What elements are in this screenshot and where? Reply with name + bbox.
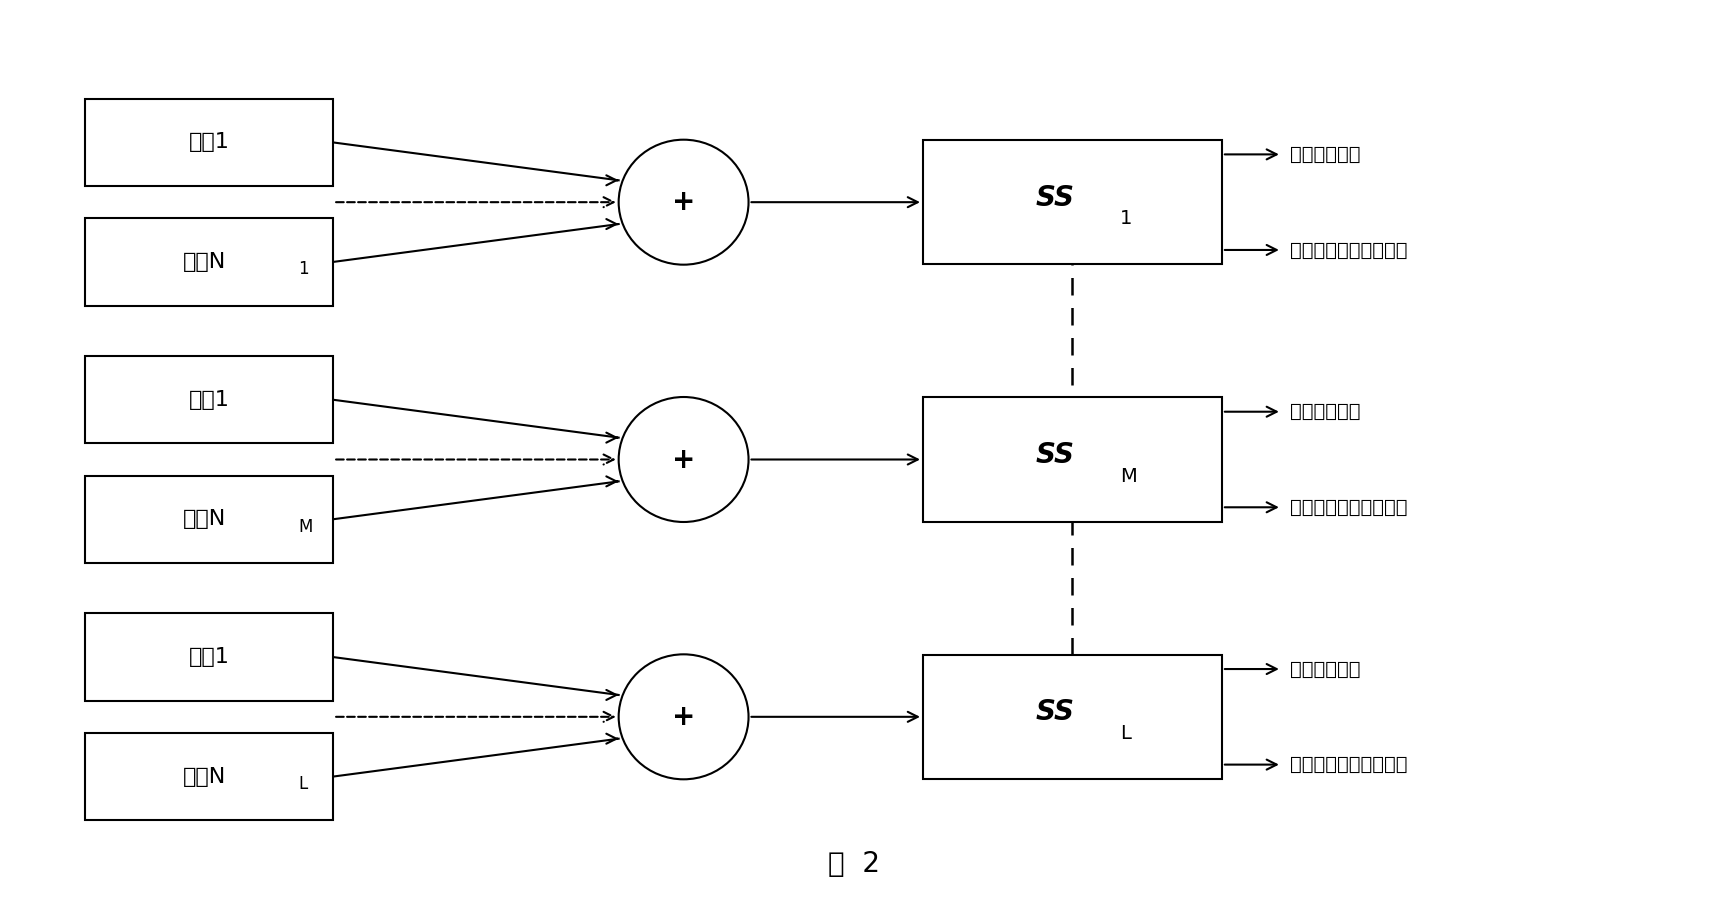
Text: 连接N: 连接N	[183, 252, 226, 272]
Text: 1: 1	[1121, 210, 1133, 228]
Text: 连接N: 连接N	[183, 509, 226, 529]
Text: L: L	[1121, 724, 1131, 743]
Text: 最小带宽参数: 最小带宽参数	[1290, 145, 1360, 164]
Ellipse shape	[619, 140, 749, 265]
FancyBboxPatch shape	[85, 218, 333, 305]
FancyBboxPatch shape	[923, 397, 1222, 522]
FancyBboxPatch shape	[923, 140, 1222, 265]
FancyBboxPatch shape	[85, 476, 333, 562]
Ellipse shape	[619, 654, 749, 779]
Ellipse shape	[619, 397, 749, 522]
Text: +: +	[672, 446, 696, 473]
Text: L: L	[299, 775, 308, 793]
Text: 图  2: 图 2	[829, 850, 880, 878]
Text: 最大期望分配带宽参数: 最大期望分配带宽参数	[1290, 498, 1408, 516]
Text: +: +	[672, 703, 696, 731]
FancyBboxPatch shape	[85, 99, 333, 186]
FancyBboxPatch shape	[85, 733, 333, 820]
Text: 连接N: 连接N	[183, 766, 226, 787]
Text: +: +	[672, 188, 696, 216]
Text: 1: 1	[299, 260, 309, 278]
Text: 最大期望分配带宽参数: 最大期望分配带宽参数	[1290, 241, 1408, 259]
Text: SS: SS	[1036, 441, 1075, 469]
FancyBboxPatch shape	[85, 357, 333, 444]
Text: 最小带宽参数: 最小带宽参数	[1290, 403, 1360, 421]
Text: 最小带宽参数: 最小带宽参数	[1290, 660, 1360, 678]
Text: M: M	[299, 517, 313, 536]
Text: 连接1: 连接1	[190, 647, 229, 667]
Text: 连接1: 连接1	[190, 132, 229, 153]
Text: SS: SS	[1036, 698, 1075, 726]
FancyBboxPatch shape	[85, 614, 333, 700]
Text: M: M	[1121, 467, 1136, 485]
FancyBboxPatch shape	[923, 654, 1222, 778]
Text: 连接1: 连接1	[190, 390, 229, 410]
Text: SS: SS	[1036, 184, 1075, 211]
Text: 最大期望分配带宽参数: 最大期望分配带宽参数	[1290, 755, 1408, 774]
